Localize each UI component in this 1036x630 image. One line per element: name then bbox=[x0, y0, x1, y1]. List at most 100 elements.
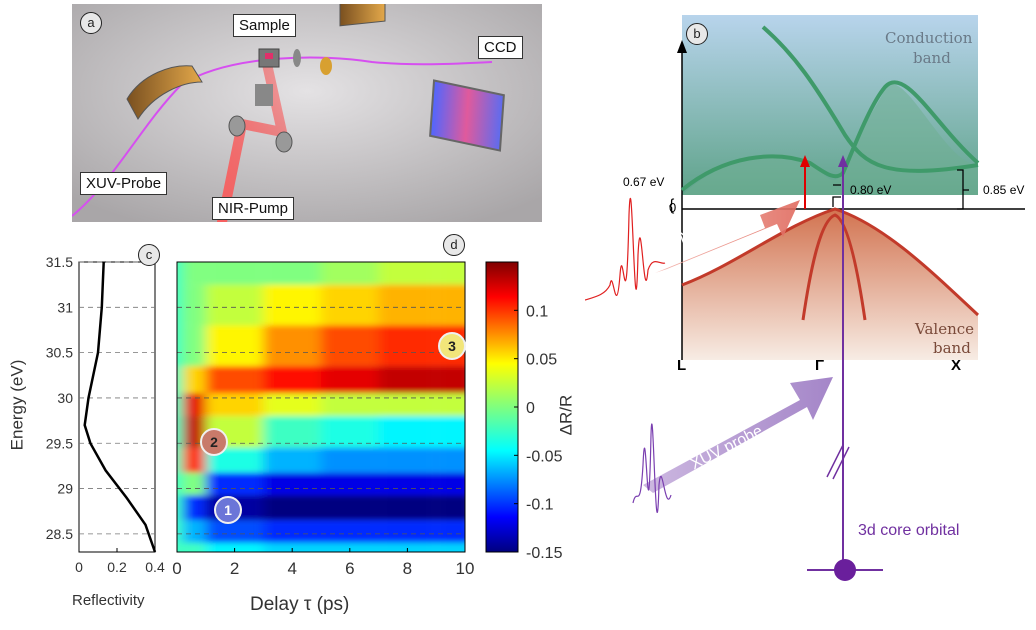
heatmap-cell bbox=[378, 472, 437, 496]
valence-band-label-2: band bbox=[933, 339, 971, 357]
heatmap-cell bbox=[263, 284, 321, 326]
heatmap-x-tick-label: 2 bbox=[230, 559, 239, 578]
heatmap-cell bbox=[263, 472, 321, 496]
gap-067-label: 0.67 eV bbox=[623, 175, 665, 189]
heatmap-cell bbox=[182, 366, 206, 394]
heatmap-cell bbox=[321, 393, 379, 417]
conduction-fill bbox=[682, 83, 978, 195]
heatmap-cell bbox=[205, 366, 264, 394]
heatmap-cell bbox=[205, 393, 264, 417]
gap-bracket-085 bbox=[957, 169, 969, 210]
colorbar-tick-label: 0.1 bbox=[526, 303, 548, 320]
optic-1 bbox=[293, 49, 301, 67]
heatmap-cell bbox=[321, 472, 379, 496]
reflectivity-curve bbox=[83, 261, 157, 553]
reflectivity-ticks: 28.5 29 29.5 30 30.5 31 31.5 0 0.2 0.4 bbox=[46, 254, 165, 575]
heatmap-cell bbox=[436, 262, 465, 285]
xuv-beam bbox=[71, 56, 493, 217]
heatmap-cell bbox=[321, 542, 379, 552]
sample-spot bbox=[265, 53, 273, 59]
core-orbital-label: 3d core orbital bbox=[858, 522, 960, 539]
heatmap-cell bbox=[436, 416, 465, 448]
c-y-tick-label: 28.5 bbox=[46, 526, 73, 542]
heatmap-cell bbox=[263, 416, 321, 448]
reflectivity-gridlines bbox=[79, 261, 155, 535]
heatmap-cell bbox=[378, 416, 437, 448]
panel-a-badge: a bbox=[80, 12, 102, 34]
lens bbox=[320, 57, 332, 75]
c-y-tick-label: 30 bbox=[57, 390, 73, 406]
zero-brace: { bbox=[669, 197, 675, 214]
heatmap-x-ticks: 0 2 4 6 8 10 bbox=[172, 548, 474, 578]
c-y-tick-label: 31.5 bbox=[46, 254, 73, 270]
heatmap-cell bbox=[205, 325, 264, 367]
gap-085-label: 0.85 eV bbox=[983, 183, 1025, 197]
axis-arrowhead bbox=[677, 40, 687, 53]
colorbar-tick-label: -0.1 bbox=[526, 497, 554, 514]
colorbar-tick-label: 0 bbox=[526, 400, 535, 417]
panel-b-band-diagram: { b Conduction band Valence band 0.67 eV… bbox=[584, 15, 1036, 625]
conduction-band-curve-2 bbox=[761, 25, 979, 173]
heatmap-cell bbox=[182, 495, 206, 521]
heatmap-cell bbox=[436, 472, 465, 496]
zero-label: 0 bbox=[669, 200, 677, 215]
core-electron bbox=[834, 559, 856, 581]
heatmap-cell bbox=[182, 284, 206, 326]
c-y-tick-label: 29.5 bbox=[46, 435, 73, 451]
heatmap-cell bbox=[205, 542, 264, 552]
xuv-probe-label: XUV-Probe bbox=[80, 172, 168, 195]
heatmap-cell bbox=[321, 325, 379, 367]
colorbar-ticks: 0.1 0.05 0 -0.05 -0.1 -0.15 bbox=[514, 303, 563, 562]
heatmap-x-tick-label: 0 bbox=[172, 559, 181, 578]
heatmap-cell bbox=[436, 366, 465, 394]
heatmap-cell bbox=[263, 366, 321, 394]
heatmap-cell bbox=[378, 325, 437, 367]
pump-arrowhead bbox=[800, 155, 810, 167]
heatmap-cell bbox=[182, 520, 206, 543]
reflectivity-chart: 28.5 29 29.5 30 30.5 31 31.5 0 0.2 0.4 bbox=[46, 254, 165, 575]
k-point-x: X bbox=[951, 357, 962, 374]
heatmap-cell bbox=[436, 520, 465, 543]
colorbar-label: ΔR/R bbox=[556, 394, 576, 436]
heatmap-cell bbox=[263, 542, 321, 552]
probe-arrowhead bbox=[838, 155, 848, 167]
heatmap-cell bbox=[182, 325, 206, 367]
break-mark-2 bbox=[832, 446, 850, 480]
gap-bracket-080 bbox=[832, 184, 841, 207]
valence-region bbox=[682, 209, 978, 360]
heatmap-cell bbox=[321, 262, 379, 285]
k-point-gamma: Γ bbox=[815, 357, 825, 374]
heatmap-cell bbox=[436, 393, 465, 417]
valence-band-label-1: Valence bbox=[915, 320, 975, 338]
heatmap-cell bbox=[378, 393, 437, 417]
heatmap-x-tick-label: 6 bbox=[345, 559, 354, 578]
heatmap-axes bbox=[176, 261, 466, 553]
conduction-band-curve-1 bbox=[680, 80, 980, 192]
heatmap-x-tick-label: 10 bbox=[456, 559, 475, 578]
heatmap-cell bbox=[263, 393, 321, 417]
mirror-1 bbox=[228, 115, 246, 137]
heatmap-cell bbox=[321, 447, 379, 473]
panel-d-heatmap: 0 2 4 6 8 10 0.1 0.05 0 -0.05 -0.1 -0.15 d 1 2 3 D… bbox=[170, 234, 590, 625]
feature-marker-3: 3 bbox=[438, 332, 466, 360]
heatmap-cell bbox=[378, 520, 437, 543]
heatmap-cell bbox=[378, 366, 437, 394]
heatmap-cell bbox=[263, 325, 321, 367]
reflectivity-x-label: Reflectivity bbox=[72, 592, 145, 609]
nir-pump-label: NIR-Pump bbox=[212, 197, 295, 220]
heatmap-cell bbox=[205, 520, 264, 543]
break-mark-1 bbox=[826, 444, 844, 478]
conduction-band-label-2: band bbox=[913, 49, 951, 67]
reflectivity-axes bbox=[78, 261, 156, 553]
heatmap-cell bbox=[205, 472, 264, 496]
valence-band-curve bbox=[681, 207, 980, 317]
heatmap-cell bbox=[182, 393, 206, 417]
heatmap-cell bbox=[263, 447, 321, 473]
heatmap-cell bbox=[182, 472, 206, 496]
nir-pulse-waveform bbox=[584, 197, 666, 301]
panel-d-badge: d bbox=[443, 234, 465, 256]
heatmap-cell bbox=[263, 495, 321, 521]
heatmap-x-tick-label: 8 bbox=[403, 559, 412, 578]
heatmap-cell bbox=[378, 447, 437, 473]
heatmap-cell bbox=[263, 262, 321, 285]
